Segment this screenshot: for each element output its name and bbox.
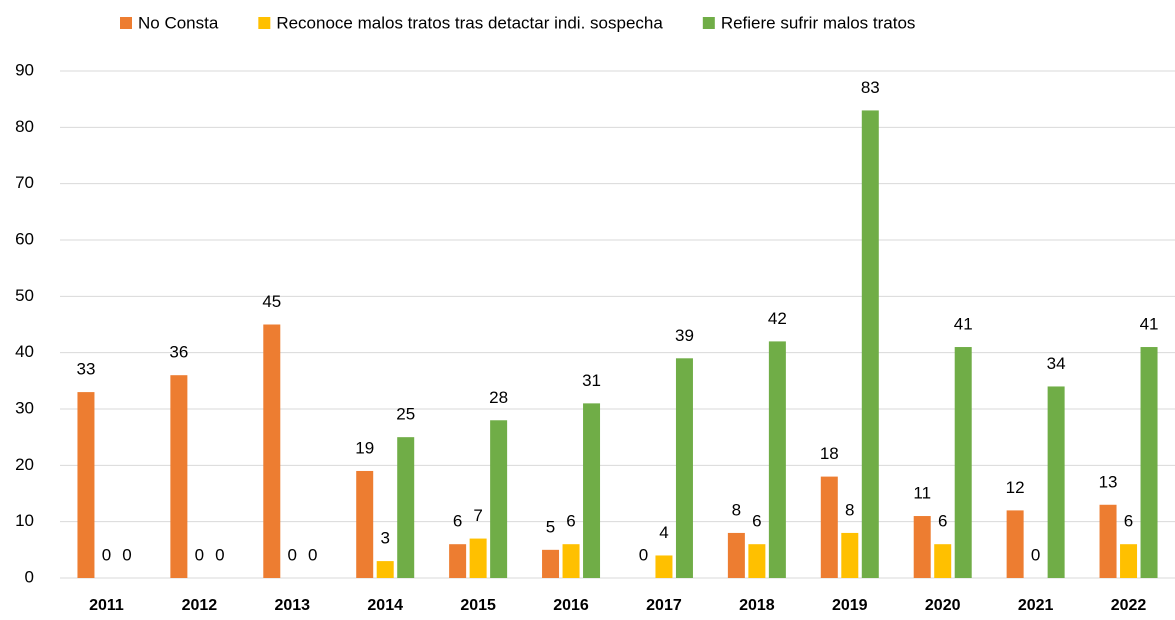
- legend-label: Refiere sufrir malos tratos: [721, 13, 916, 32]
- bar: [1099, 504, 1117, 578]
- legend-swatch: [702, 17, 715, 29]
- data-label: 33: [76, 360, 95, 379]
- x-tick-label: 2016: [553, 597, 589, 614]
- bar: [562, 544, 580, 578]
- data-label: 5: [546, 517, 555, 536]
- data-label: 0: [1031, 545, 1040, 564]
- bar: [748, 544, 766, 578]
- data-label: 3: [380, 529, 389, 548]
- y-tick-label: 70: [15, 173, 34, 192]
- data-label: 41: [954, 315, 973, 334]
- x-tick-label: 2013: [274, 597, 310, 614]
- data-label: 0: [215, 545, 224, 564]
- data-label: 39: [675, 326, 694, 345]
- x-tick-label: 2014: [367, 597, 403, 614]
- bar: [1120, 544, 1138, 578]
- data-label: 18: [820, 444, 839, 463]
- bar: [397, 437, 415, 578]
- data-label: 13: [1099, 472, 1118, 491]
- bar: [1140, 347, 1158, 578]
- bar: [727, 532, 745, 578]
- data-label: 19: [355, 438, 374, 457]
- legend-swatch: [120, 17, 132, 29]
- data-label: 36: [169, 343, 188, 362]
- x-tick-label: 2017: [646, 597, 682, 614]
- bar: [77, 392, 95, 578]
- bar: [861, 110, 879, 578]
- data-label: 45: [262, 292, 281, 311]
- data-label: 0: [122, 545, 131, 564]
- bar: [913, 516, 931, 578]
- legend-swatch: [258, 17, 271, 29]
- x-tick-label: 2015: [460, 597, 496, 614]
- bar: [490, 420, 508, 578]
- bar: [1047, 386, 1065, 578]
- data-label: 8: [845, 500, 854, 519]
- x-tick-label: 2019: [832, 597, 868, 614]
- bar: [1006, 510, 1024, 578]
- data-label: 25: [396, 405, 415, 424]
- bar: [263, 324, 281, 578]
- bar: [934, 544, 952, 578]
- bar: [954, 347, 972, 578]
- legend: No Consta Reconoce malos tratos tras deta…: [120, 13, 915, 32]
- bar: [583, 403, 601, 578]
- bar: [675, 358, 693, 578]
- y-tick-label: 50: [15, 286, 34, 305]
- x-tick-label: 2012: [182, 597, 218, 614]
- bar: [820, 476, 838, 578]
- bar: [469, 538, 487, 578]
- data-label: 0: [639, 545, 648, 564]
- bar: [655, 555, 673, 578]
- bar: [768, 341, 786, 578]
- legend-label: No Consta: [138, 13, 219, 32]
- y-tick-label: 10: [15, 511, 34, 530]
- data-label: 34: [1047, 354, 1066, 373]
- bar: [376, 561, 394, 578]
- y-tick-label: 30: [15, 398, 34, 417]
- legend-label: Reconoce malos tratos tras detactar indi…: [276, 13, 663, 32]
- data-label: 4: [659, 523, 668, 542]
- y-tick-label: 90: [15, 60, 34, 79]
- bar: [356, 470, 374, 578]
- x-tick-label: 2011: [89, 597, 124, 614]
- data-label: 41: [1140, 315, 1159, 334]
- data-label: 6: [453, 512, 462, 531]
- data-label: 31: [582, 371, 601, 390]
- bar: [542, 549, 560, 578]
- bar: [841, 532, 859, 578]
- data-label: 0: [195, 545, 204, 564]
- x-tick-label: 2021: [1018, 597, 1054, 614]
- y-tick-label: 0: [25, 567, 34, 586]
- data-label: 28: [489, 388, 508, 407]
- x-tick-label: 2020: [925, 597, 961, 614]
- y-tick-label: 20: [15, 455, 34, 474]
- data-label: 11: [913, 484, 931, 503]
- data-label: 6: [752, 512, 761, 531]
- data-label: 6: [1124, 512, 1133, 531]
- x-tick-label: 2022: [1111, 597, 1147, 614]
- data-label: 7: [473, 506, 482, 525]
- y-tick-label: 60: [15, 229, 34, 248]
- data-label: 83: [861, 78, 880, 97]
- data-label: 6: [938, 512, 947, 531]
- data-label: 6: [566, 512, 575, 531]
- data-label: 0: [102, 545, 111, 564]
- x-tick-label: 2018: [739, 597, 775, 614]
- data-label: 0: [308, 545, 317, 564]
- data-label: 8: [732, 500, 741, 519]
- bar: [449, 544, 467, 578]
- data-label: 12: [1006, 478, 1025, 497]
- bar: [170, 375, 188, 578]
- data-label: 0: [288, 545, 297, 564]
- data-label: 42: [768, 309, 787, 328]
- y-tick-label: 40: [15, 342, 34, 361]
- y-tick-label: 80: [15, 117, 34, 136]
